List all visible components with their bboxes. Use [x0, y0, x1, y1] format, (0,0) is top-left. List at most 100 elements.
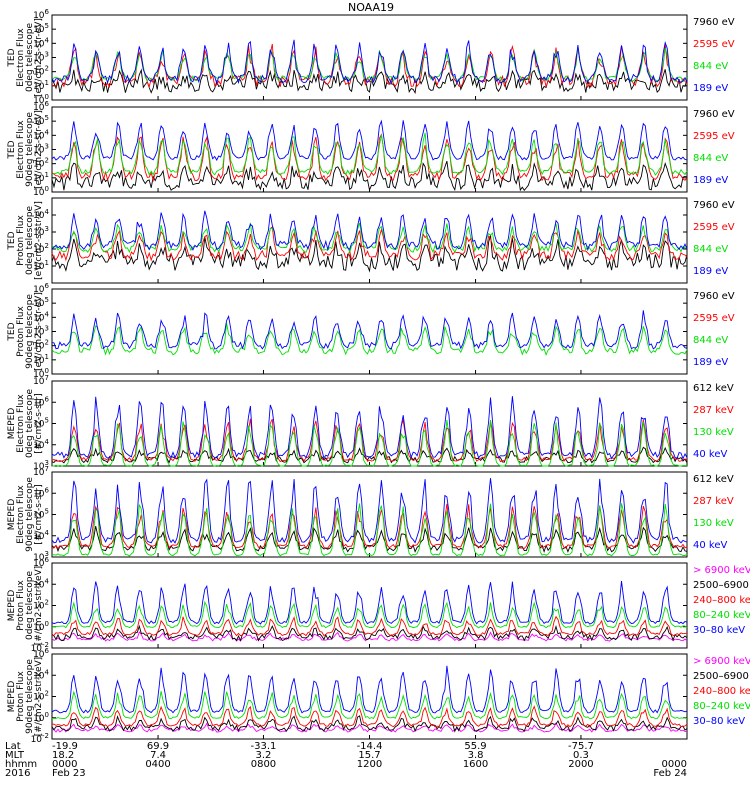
y-tick-label: 100 — [33, 367, 49, 380]
series-trace-4 — [51, 396, 688, 460]
y-axis-label: TEDElectron Flux0deg telescope[eV/cm2-s-… — [7, 18, 44, 97]
panel-5: 103 104 105 106 107 MEPEDElectron Flux0deg te… — [7, 374, 734, 472]
y-tick-label: 10-2 — [31, 641, 49, 654]
series-trace-4 — [51, 310, 688, 350]
y-tick-label: 106 — [33, 486, 49, 499]
bottom-hhmm-value: 1600 — [463, 759, 488, 770]
panel-frame — [51, 471, 688, 558]
y-tick-label: 101 — [33, 353, 49, 366]
series-trace-4 — [51, 210, 688, 252]
legend-entry: 287 keV — [693, 405, 734, 416]
legend-entry: 7960 eV — [693, 291, 735, 302]
legend-entry: 240–800 ke — [693, 686, 750, 697]
legend-entry: 844 eV — [693, 61, 728, 72]
y-tick-label: 105 — [33, 296, 49, 309]
y-tick-label: 105 — [33, 417, 49, 430]
series-trace-3 — [51, 322, 688, 356]
y-tick-label: 104 — [33, 529, 49, 542]
legend-entry: 7960 eV — [693, 17, 735, 28]
bottom-hhmm-value: 0000 — [52, 759, 77, 770]
legend-entry: 189 eV — [693, 357, 728, 368]
y-tick-label: 102 — [33, 339, 49, 352]
y-tick-label: 103 — [33, 225, 49, 238]
bottom-mlt-value: 3.8 — [468, 750, 484, 761]
bottom-hhmm-value: 0000 — [662, 759, 687, 770]
y-tick-label: 103 — [33, 51, 49, 64]
y-tick-label: 105 — [33, 22, 49, 35]
y-axis-label: TEDProton Flux0deg telescope[eV/cm2-s-st… — [7, 201, 44, 280]
bottom-lat-value: 69.9 — [147, 741, 169, 752]
bottom-mlt-value: 18.2 — [52, 750, 74, 761]
y-axis-label: MEPEDProton Flux90deg telescope[#/cm2-s-… — [7, 657, 44, 736]
bottom-mlt-value: 7.4 — [150, 750, 166, 761]
y-tick-label: 103 — [33, 459, 49, 472]
bottom-lat-value: 55.9 — [464, 741, 486, 752]
y-tick-label: 100 — [33, 620, 49, 633]
series-trace-2 — [51, 715, 688, 733]
series-trace-1 — [51, 160, 688, 192]
y-tick-label: 104 — [33, 577, 49, 590]
legend-entry: 2595 eV — [693, 131, 735, 142]
bottom-date-value: Feb 24 — [653, 768, 687, 779]
y-axis-label: MEPEDProton Flux0deg telescope[#/cm2-s-s… — [7, 566, 44, 645]
panel-frame — [51, 106, 688, 193]
legend-entry: 189 eV — [693, 266, 728, 277]
series-trace-4 — [51, 39, 688, 85]
y-tick-label: 104 — [33, 668, 49, 681]
y-axis-label: TEDProton Flux90deg telescope[eV/cm2-s-s… — [7, 292, 44, 371]
bottom-hhmm-value: 1200 — [357, 759, 382, 770]
series-trace-1 — [51, 526, 688, 554]
y-tick-label: 105 — [33, 508, 49, 521]
legend-entry: 2500–6900 — [693, 580, 749, 591]
bottom-row-label: MLT — [5, 750, 25, 761]
y-axis-label: TEDElectron Flux90deg telescope[eV/cm2-s… — [7, 110, 44, 189]
y-tick-label: 104 — [33, 438, 49, 451]
panel-frame — [51, 380, 688, 467]
series-trace-2 — [51, 503, 688, 550]
y-tick-label: 10-2 — [31, 732, 49, 745]
series-trace-4 — [51, 600, 688, 629]
y-tick-label: 101 — [33, 171, 49, 184]
y-tick-label: 106 — [33, 556, 49, 569]
y-axis-label: MEPEDElectron Flux90deg telescope[#/cm2-… — [7, 477, 44, 552]
series-trace-4 — [51, 690, 688, 720]
legend-entry: 130 keV — [693, 518, 734, 529]
legend-entry: > 6900 keV — [693, 656, 750, 667]
legend-entry: 240–800 ke — [693, 595, 750, 606]
y-tick-label: 102 — [33, 242, 49, 255]
legend-entry: 30–80 keV — [693, 625, 745, 636]
y-tick-label: 102 — [33, 157, 49, 170]
y-tick-label: 107 — [33, 465, 49, 478]
series-trace-4 — [51, 119, 688, 161]
y-tick-label: 106 — [33, 100, 49, 113]
panel-frame — [51, 288, 688, 375]
legend-entry: 40 keV — [693, 540, 727, 551]
series-trace-3 — [51, 705, 688, 728]
series-trace-3 — [51, 419, 688, 467]
y-tick-label: 104 — [33, 128, 49, 141]
bottom-lat-value: -33.1 — [251, 741, 277, 752]
y-tick-label: 104 — [33, 310, 49, 323]
bottom-mlt-value: 0.3 — [573, 750, 589, 761]
y-tick-label: 101 — [33, 259, 49, 272]
y-tick-label: 106 — [33, 282, 49, 295]
legend-entry: 287 keV — [693, 496, 734, 507]
legend-entry: 844 eV — [693, 335, 728, 346]
series-trace-2 — [51, 226, 688, 262]
bottom-hhmm-value: 2000 — [568, 759, 593, 770]
panel-frame — [51, 653, 688, 740]
bottom-row-label: 2016 — [5, 768, 30, 779]
bottom-lat-value: -14.4 — [357, 741, 383, 752]
bottom-lat-value: -19.9 — [52, 741, 78, 752]
legend-entry: 189 eV — [693, 175, 728, 186]
legend-entry: 130 keV — [693, 427, 734, 438]
series-trace-1 — [51, 68, 688, 95]
bottom-hhmm-value: 0400 — [145, 759, 170, 770]
bottom-lat-value: -75.7 — [568, 741, 594, 752]
